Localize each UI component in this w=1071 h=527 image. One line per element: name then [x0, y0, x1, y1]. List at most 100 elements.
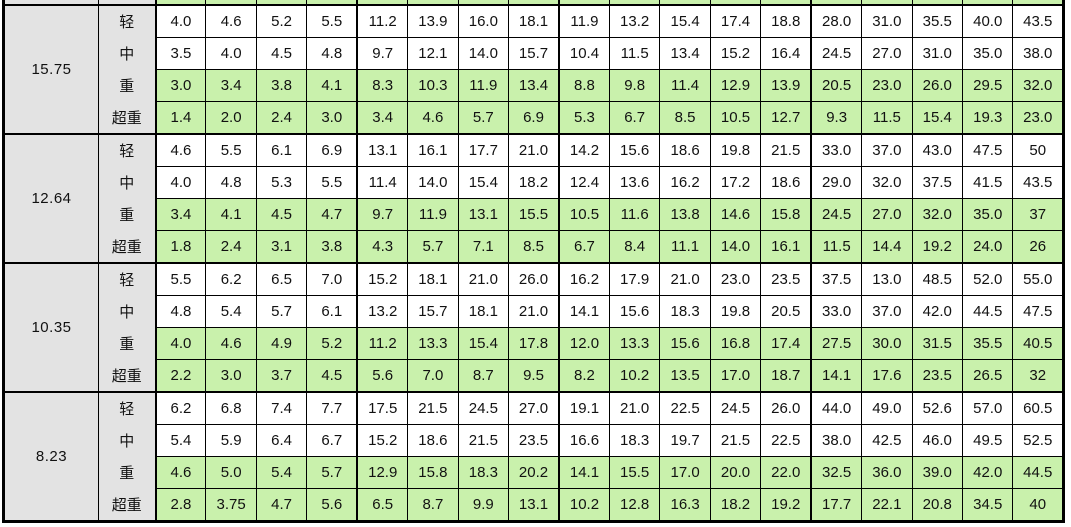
table-cell: 8.3 [356, 69, 409, 102]
table-cell: 2.4 [255, 101, 308, 135]
category-label: 中 [98, 295, 156, 328]
group-label: 15.75 [3, 4, 99, 135]
table-cell: 44.5 [1012, 456, 1064, 489]
table-cell: 5.7 [407, 230, 459, 264]
table-cell: 12.8 [608, 488, 661, 522]
table-cell: 21.5 [457, 424, 510, 457]
table-cell: 13.0 [861, 262, 913, 296]
table-cell: 37.5 [911, 166, 964, 199]
group-label: 8.23 [3, 391, 99, 522]
category-label: 重 [98, 69, 156, 102]
category-label: 轻 [98, 4, 156, 38]
table-cell: 13.1 [356, 133, 409, 167]
table-cell: 9.7 [356, 37, 409, 70]
table-cell: 18.2 [508, 166, 560, 199]
table-cell: 21.0 [508, 133, 560, 167]
table-cell: 29.0 [810, 166, 863, 199]
table-cell: 4.7 [306, 198, 358, 231]
table-cell: 3.0 [205, 359, 257, 393]
table-cell: 27.0 [861, 198, 913, 231]
table-row: 8.23 轻 6.2 6.8 7.4 7.7 17.5 21.5 24.5 27.0 19.1 21.… [3, 391, 1064, 522]
category-label: 轻 [98, 391, 156, 425]
table-cell: 11.9 [457, 69, 510, 102]
table-cell: 15.4 [457, 166, 510, 199]
table-cell: 5.6 [306, 488, 358, 522]
table-cell: 3.7 [255, 359, 308, 393]
table-cell: 16.3 [659, 488, 711, 522]
table-cell: 16.1 [760, 230, 812, 264]
table-cell: 5.5 [205, 133, 257, 167]
table-cell: 15.2 [709, 37, 762, 70]
table-cell: 46.0 [911, 424, 964, 457]
table-cell: 13.3 [407, 327, 459, 360]
category-label: 重 [98, 327, 156, 360]
table-cell: 7.7 [306, 391, 358, 425]
table-cell: 2.8 [154, 488, 207, 522]
table-cell: 24.0 [961, 230, 1014, 264]
table-cell: 5.7 [306, 456, 358, 489]
table-cell: 32.0 [861, 166, 913, 199]
category-label: 中 [98, 424, 156, 457]
table-cell: 43.0 [911, 133, 964, 167]
table-cell: 3.8 [255, 69, 308, 102]
table-cell: 9.8 [608, 69, 661, 102]
table-cell: 13.4 [659, 37, 711, 70]
table-row: 重 4.0 4.6 4.9 5.2 11.2 13.3 15.4 17.8 12.0 13.3 15.… [4, 327, 1064, 360]
table-cell: 7.0 [407, 359, 459, 393]
table-cell: 14.2 [557, 133, 610, 167]
table-cell: 32 [1012, 359, 1064, 393]
table-cell: 6.5 [356, 488, 409, 522]
table-cell: 18.1 [508, 4, 560, 38]
table-cell: 23.0 [861, 69, 913, 102]
table-cell: 21.0 [457, 262, 510, 296]
table-cell: 26 [1012, 230, 1064, 264]
table-cell: 21.0 [659, 262, 711, 296]
table-cell: 22.5 [760, 424, 812, 457]
table-cell: 10.3 [407, 69, 459, 102]
table-cell: 6.4 [255, 424, 308, 457]
table-cell: 18.6 [760, 166, 812, 199]
table-cell: 38.0 [1012, 37, 1064, 70]
table-cell: 6.8 [205, 391, 257, 425]
table-cell: 33.0 [810, 133, 863, 167]
table-row: 15.75 轻 4.0 4.6 5.2 5.5 11.2 13.9 16.0 18.1 11.9 13… [3, 4, 1064, 135]
table-cell: 5.6 [356, 359, 409, 393]
table-cell: 28.0 [810, 4, 863, 38]
table-cell: 4.1 [205, 198, 257, 231]
table-cell: 47.5 [1012, 295, 1064, 328]
table-cell: 57.0 [961, 391, 1014, 425]
table-cell: 18.1 [457, 295, 510, 328]
table-cell: 34.5 [961, 488, 1014, 522]
table-cell: 6.1 [306, 295, 358, 328]
table-cell: 36.0 [861, 456, 913, 489]
table-cell: 5.5 [154, 262, 207, 296]
table-cell: 49.0 [861, 391, 913, 425]
table-cell: 13.2 [356, 295, 409, 328]
table-cell: 26.0 [911, 69, 964, 102]
table-cell: 13.8 [659, 198, 711, 231]
table-cell: 13.4 [508, 69, 560, 102]
table-cell: 9.9 [457, 488, 510, 522]
table-cell: 9.3 [810, 101, 863, 135]
table-cell: 13.3 [608, 327, 661, 360]
table-cell: 13.5 [659, 359, 711, 393]
table-cell: 4.6 [205, 4, 257, 38]
table-cell: 3.1 [255, 230, 308, 264]
table-cell: 12.1 [407, 37, 459, 70]
table-cell: 18.8 [760, 4, 812, 38]
table-cell: 17.4 [760, 327, 812, 360]
table-cell: 55.0 [1012, 262, 1064, 296]
table-cell: 17.4 [709, 4, 762, 38]
table-cell: 10.4 [557, 37, 610, 70]
table-cell: 32.0 [911, 198, 964, 231]
table-cell: 15.5 [608, 456, 661, 489]
table-cell: 24.5 [457, 391, 510, 425]
table-cell: 4.6 [154, 133, 207, 167]
table-cell: 17.5 [356, 391, 409, 425]
table-row: 超重 1.4 2.0 2.4 3.0 3.4 4.6 5.7 6.9 5.3 6.7 8.5 10.5 1… [4, 101, 1064, 135]
table-cell: 52.5 [1012, 424, 1064, 457]
table-cell: 11.4 [356, 166, 409, 199]
table-cell: 5.5 [306, 166, 358, 199]
table-cell: 11.2 [356, 4, 409, 38]
